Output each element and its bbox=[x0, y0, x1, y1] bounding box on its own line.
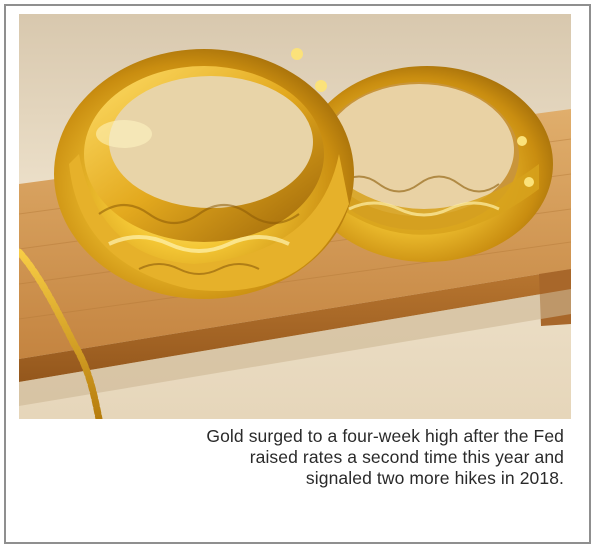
caption-line-3: signaled two more hikes in 2018. bbox=[305, 468, 564, 488]
gold-chain bbox=[19, 248, 103, 419]
gold-bracelets-photo bbox=[19, 14, 571, 419]
right-bracelet bbox=[301, 66, 553, 262]
caption-line-2: raised rates a second time this year and bbox=[249, 447, 564, 467]
photo-caption: Gold surged to a four-week high after th… bbox=[40, 426, 564, 489]
caption-line-1: Gold surged to a four-week high after th… bbox=[206, 426, 564, 446]
left-bracelet bbox=[54, 48, 354, 299]
